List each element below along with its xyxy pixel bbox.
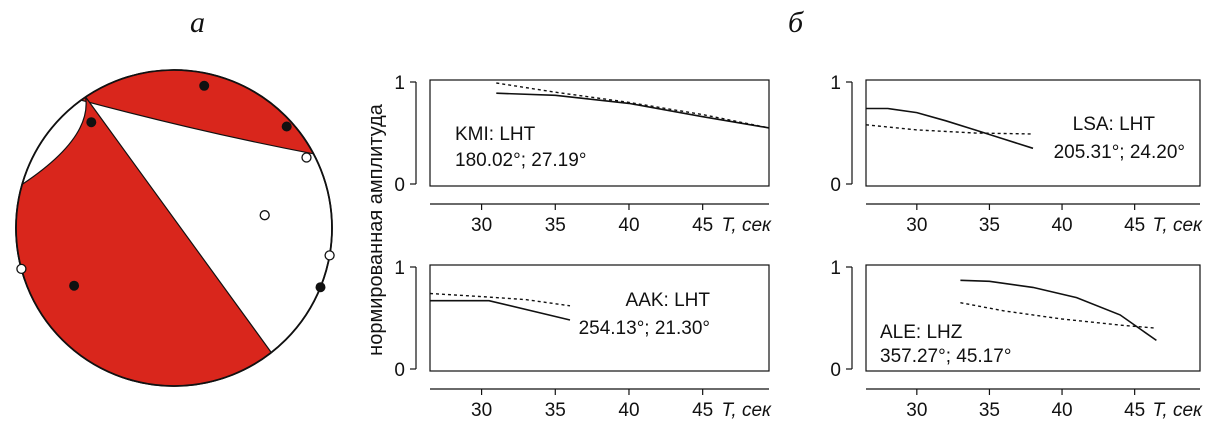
x-axis-label: T, сек (1153, 215, 1203, 236)
series-line-dashed (960, 302, 1157, 329)
compression-polarity-point (199, 80, 210, 91)
beachball-rim (15, 69, 333, 387)
series-line-dashed (429, 292, 571, 307)
azimuth-angles-label: 180.02°; 27.19° (455, 150, 586, 171)
y-tick-label: 0 (830, 175, 841, 196)
x-tick-label: 35 (545, 215, 566, 236)
x-axis-label: T, сек (722, 215, 772, 236)
x-tick-label: 45 (1124, 215, 1145, 236)
y-tick-label: 1 (830, 73, 841, 94)
plot-panel-top-right: 0 1 30 35 40 45 T, сек LSA: LHT 205.31°; 24.20° (830, 73, 1203, 236)
x-tick-label: 30 (906, 400, 927, 421)
station-label: LSA: LHT (1073, 114, 1156, 135)
panel-label-b: б (788, 6, 804, 39)
y-axis-label: нормированная амплитуда (365, 103, 387, 356)
panel-label-a: а (190, 6, 205, 39)
plot-frame (429, 79, 770, 187)
station-label: KMI: LHT (455, 124, 536, 145)
y-tick-label: 0 (830, 360, 841, 381)
azimuth-angles-label: 205.31°; 24.20° (1054, 142, 1185, 163)
y-tick-label: 1 (394, 258, 405, 279)
x-tick-label: 40 (618, 400, 639, 421)
focal-mechanism-beachball (15, 69, 335, 387)
series-line-dashed (865, 124, 1034, 135)
x-tick-label: 40 (1051, 215, 1072, 236)
station-label: ALE: LHZ (880, 322, 963, 343)
x-tick-label: 45 (692, 215, 713, 236)
x-axis-label: T, сек (722, 400, 772, 421)
plot-frame (865, 264, 1201, 372)
plot-panel-bottom-right: 0 1 30 35 40 45 T, сек ALE: LHZ 357.27°; 45.17° (830, 258, 1203, 421)
y-tick-label: 1 (830, 258, 841, 279)
compression-polarity-point (86, 117, 97, 128)
x-tick-label: 40 (618, 215, 639, 236)
plot-frame (429, 264, 770, 372)
x-tick-label: 35 (979, 215, 1000, 236)
x-tick-label: 30 (471, 400, 492, 421)
y-tick-label: 0 (394, 360, 405, 381)
plot-panel-top-left: 0 1 30 35 40 45 T, сек KMI: LHT 180.02°; 27.19° н… (365, 73, 772, 356)
x-tick-label: 30 (471, 215, 492, 236)
azimuth-angles-label: 254.13°; 21.30° (579, 318, 710, 339)
dilatation-polarity-point (301, 152, 312, 163)
compression-polarity-point (281, 121, 292, 132)
station-label: AAK: LHT (626, 290, 711, 311)
compression-polarity-point (69, 280, 80, 291)
x-axis-label: T, сек (1153, 400, 1203, 421)
series-line-solid (866, 107, 1034, 150)
series-line-solid (496, 92, 770, 129)
x-tick-label: 40 (1051, 400, 1072, 421)
compression-polarity-point (315, 282, 326, 293)
dilatation-polarity-point (259, 210, 270, 221)
y-tick-label: 0 (394, 175, 405, 196)
series-line-dashed (496, 82, 770, 129)
x-tick-label: 30 (906, 215, 927, 236)
x-tick-label: 45 (1124, 400, 1145, 421)
x-tick-label: 35 (979, 400, 1000, 421)
plot-frame (865, 79, 1201, 187)
x-tick-label: 45 (692, 400, 713, 421)
spectral-amplitude-plots: 0 1 30 35 40 45 T, сек KMI: LHT 180.02°; 27.19° н… (365, 73, 1203, 421)
plot-panel-bottom-left: 0 1 30 35 40 45 T, сек AAK: LHT 254.13°; 21.30° (394, 258, 772, 421)
dilatation-polarity-point (16, 263, 27, 275)
series-line-solid (430, 299, 571, 321)
series-line-solid (960, 279, 1157, 342)
y-tick-label: 1 (394, 73, 405, 94)
azimuth-angles-label: 357.27°; 45.17° (880, 346, 1011, 367)
x-tick-label: 35 (545, 400, 566, 421)
dilatation-polarity-point (324, 250, 335, 261)
